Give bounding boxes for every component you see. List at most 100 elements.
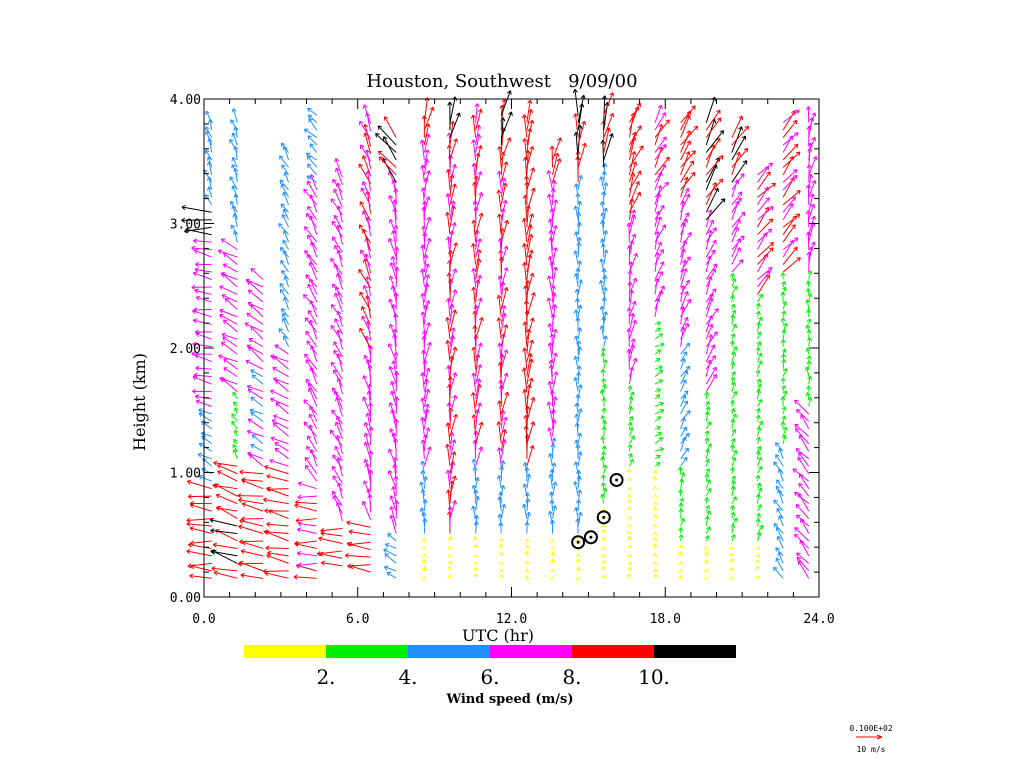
wind-arrow bbox=[773, 566, 784, 579]
wind-arrow bbox=[388, 298, 397, 318]
wind-arrow bbox=[419, 416, 426, 437]
wind-arrow bbox=[524, 539, 530, 544]
wind-arrow bbox=[248, 337, 264, 348]
wind-arrow bbox=[703, 551, 710, 557]
wind-arrow bbox=[421, 537, 427, 543]
wind-arrow bbox=[775, 454, 784, 467]
wind-arrow bbox=[680, 316, 689, 333]
wind-arrow bbox=[193, 307, 212, 313]
reference-vector-value: 0.100E+02 bbox=[849, 724, 893, 733]
wind-arrow bbox=[320, 560, 343, 567]
wind-arrow bbox=[757, 218, 774, 236]
wind-arrow bbox=[730, 333, 736, 340]
wind-arrow bbox=[500, 349, 509, 370]
wind-arrow bbox=[550, 568, 556, 574]
wind-arrow bbox=[526, 292, 536, 318]
wind-arrow bbox=[423, 367, 431, 385]
wind-arrow bbox=[184, 226, 212, 234]
wind-arrow bbox=[781, 310, 787, 317]
wind-arrow bbox=[754, 575, 760, 580]
wind-arrow bbox=[278, 223, 289, 236]
wind-arrow bbox=[755, 414, 761, 422]
wind-arrow bbox=[375, 132, 397, 153]
wind-arrow bbox=[386, 571, 397, 579]
wind-arrow bbox=[304, 226, 318, 243]
colorbar-swatch bbox=[408, 645, 490, 658]
wind-arrow bbox=[654, 185, 663, 205]
wind-arrow bbox=[213, 570, 238, 579]
wind-arrow bbox=[304, 250, 318, 265]
wind-arrow bbox=[270, 354, 289, 363]
wind-arrow bbox=[498, 561, 504, 566]
wind-arrow bbox=[652, 501, 658, 506]
wind-arrow bbox=[526, 317, 535, 340]
wind-arrow bbox=[229, 176, 238, 191]
wind-arrow bbox=[552, 158, 562, 183]
wind-arrow bbox=[500, 111, 513, 138]
wind-arrow bbox=[213, 460, 238, 467]
wind-arrow bbox=[220, 341, 238, 355]
wind-arrow bbox=[552, 266, 558, 288]
wind-arrow bbox=[756, 378, 762, 385]
wind-arrow bbox=[800, 414, 810, 430]
wind-arrow bbox=[316, 550, 343, 557]
wind-arrow bbox=[552, 505, 558, 519]
wind-arrow bbox=[330, 325, 343, 343]
wind-arrow bbox=[420, 397, 426, 415]
colorbar-tick-label: 2. bbox=[316, 665, 335, 689]
wind-arrow bbox=[731, 125, 750, 146]
wind-arrow bbox=[191, 245, 212, 251]
wind-arrow bbox=[628, 180, 640, 206]
wind-arrow bbox=[249, 408, 264, 415]
wind-arrow bbox=[368, 469, 374, 490]
wind-arrow bbox=[808, 155, 818, 176]
wind-arrow bbox=[705, 355, 716, 370]
wind-arrow bbox=[550, 551, 556, 556]
wind-arrow bbox=[447, 101, 453, 131]
wind-arrow bbox=[575, 566, 581, 572]
wind-arrow bbox=[387, 343, 397, 362]
wind-arrow bbox=[705, 526, 711, 534]
wind-arrow bbox=[270, 397, 289, 407]
wind-arrow bbox=[295, 499, 317, 506]
wind-arrow bbox=[730, 523, 736, 534]
wind-arrow bbox=[273, 414, 289, 422]
wind-arrow bbox=[731, 381, 737, 392]
wind-arrow bbox=[577, 174, 584, 190]
wind-arrow bbox=[572, 88, 579, 116]
wind-arrow bbox=[705, 406, 711, 415]
colorbar-tick-label: 8. bbox=[562, 665, 581, 689]
wind-arrow bbox=[782, 174, 798, 191]
wind-arrow bbox=[304, 456, 318, 475]
wind-arrow bbox=[577, 408, 583, 422]
wind-arrow bbox=[232, 391, 238, 400]
wind-arrow bbox=[422, 566, 428, 571]
wind-arrow bbox=[654, 112, 667, 131]
wind-arrow bbox=[573, 205, 579, 220]
wind-barbs-layer bbox=[181, 88, 818, 581]
wind-arrow bbox=[805, 280, 812, 288]
wind-arrow bbox=[471, 505, 477, 519]
wind-arrow bbox=[189, 503, 212, 512]
wind-arrow bbox=[678, 534, 684, 542]
wind-arrow bbox=[231, 420, 238, 430]
wind-arrow bbox=[731, 278, 737, 288]
wind-arrow bbox=[475, 446, 484, 467]
wind-arrow bbox=[730, 303, 736, 310]
wind-arrow bbox=[577, 489, 583, 504]
wind-arrow bbox=[705, 178, 724, 198]
wind-arrow bbox=[211, 566, 238, 572]
wind-arrow bbox=[194, 353, 212, 363]
wind-arrow bbox=[705, 505, 710, 512]
wind-arrow bbox=[423, 170, 431, 191]
colorbar-swatch bbox=[244, 645, 326, 658]
wind-arrow bbox=[654, 327, 661, 333]
wind-arrow bbox=[526, 396, 536, 422]
wind-arrow bbox=[239, 560, 264, 572]
wind-arrow bbox=[210, 549, 238, 557]
wind-arrow bbox=[782, 109, 800, 124]
wind-arrow bbox=[599, 176, 605, 190]
wind-arrow bbox=[806, 308, 812, 317]
wind-arrow bbox=[805, 391, 811, 400]
wind-arrow bbox=[603, 182, 609, 198]
